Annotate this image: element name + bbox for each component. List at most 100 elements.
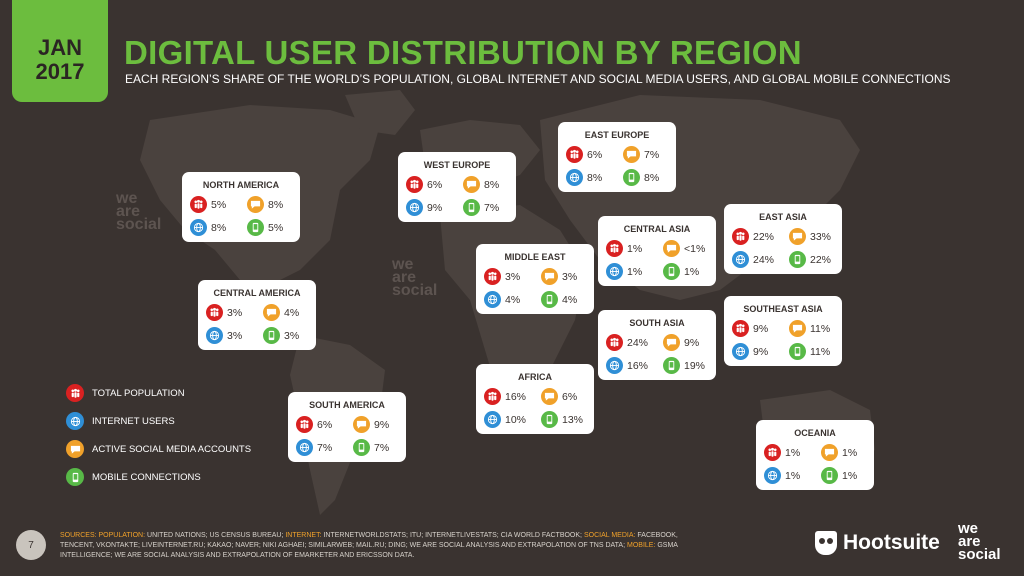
legend-item-internet: INTERNET USERS (66, 412, 251, 430)
logo-line: are (958, 533, 981, 550)
phone-icon (663, 263, 680, 280)
stat-row: 10% 13% (484, 411, 586, 428)
stat-value: 3% (505, 270, 521, 283)
legend-label: ACTIVE SOCIAL MEDIA ACCOUNTS (92, 443, 252, 455)
stat-value: 1% (785, 446, 801, 459)
stat-value: 8% (587, 171, 603, 184)
stat-value: 7% (484, 201, 500, 214)
speech-bubble-icon (66, 440, 84, 458)
stat-internet: 10% (484, 411, 529, 428)
stat-row: 16% 19% (606, 357, 708, 374)
stat-value: 1% (842, 469, 858, 482)
stat-row: 9% 11% (732, 320, 834, 337)
internet-source-text: INTERNETWORLDSTATS; ITU; INTERNETLIVESTA… (323, 532, 582, 539)
legend-item-social: ACTIVE SOCIAL MEDIA ACCOUNTS (66, 440, 251, 458)
stat-population: 6% (296, 416, 341, 433)
greenland-landmass (345, 90, 415, 135)
stat-mobile: 19% (663, 357, 708, 374)
phone-icon (789, 251, 806, 268)
stat-value: 16% (505, 390, 527, 403)
stat-value: 4% (562, 293, 578, 306)
stat-mobile: 22% (789, 251, 834, 268)
speech-bubble-icon (663, 334, 680, 351)
region-name: SOUTHEAST ASIA (743, 304, 823, 314)
people-icon (566, 146, 583, 163)
stat-row: 5% 8% (190, 196, 292, 213)
stat-internet: 24% (732, 251, 777, 268)
people-icon (764, 444, 781, 461)
region-box-central-america: CENTRAL AMERICA 3% 4% 3% 3% (198, 280, 316, 350)
internet-source-label: INTERNET: (285, 532, 322, 539)
stat-value: 11% (810, 322, 831, 335)
population-source-label: POPULATION: (98, 532, 146, 539)
globe-icon (732, 343, 749, 360)
stat-mobile: 8% (623, 169, 668, 186)
stat-social: 9% (353, 416, 398, 433)
mobile-source-text: GSMA INTELLIGENCE; WE ARE SOCIAL ANALYSI… (60, 542, 678, 559)
stat-value: <1% (684, 242, 706, 255)
stat-population: 1% (606, 240, 651, 257)
stat-value: 33% (810, 230, 832, 243)
stat-value: 1% (627, 242, 643, 255)
stat-value: 22% (753, 230, 775, 243)
stat-value: 6% (317, 418, 333, 431)
globe-icon (732, 251, 749, 268)
page-subtitle: EACH REGION’S SHARE OF THE WORLD’S POPUL… (125, 72, 951, 86)
stat-value: 24% (753, 253, 775, 266)
stat-internet: 9% (406, 199, 451, 216)
people-icon (296, 416, 313, 433)
speech-bubble-icon (789, 320, 806, 337)
stat-social: 33% (789, 228, 834, 245)
stat-value: 16% (627, 359, 649, 372)
stat-mobile: 13% (541, 411, 586, 428)
stat-value: 8% (644, 171, 660, 184)
logo-line: social (958, 546, 1001, 563)
stat-social: <1% (663, 240, 708, 257)
phone-icon (463, 199, 480, 216)
legend: TOTAL POPULATION INTERNET USERS ACTIVE S… (66, 384, 251, 496)
globe-icon (66, 412, 84, 430)
stat-mobile: 11% (789, 343, 834, 360)
stat-row: 6% 8% (406, 176, 508, 193)
phone-icon (353, 439, 370, 456)
stat-value: 19% (684, 359, 706, 372)
stat-population: 16% (484, 388, 529, 405)
region-name: WEST EUROPE (423, 160, 491, 170)
stat-internet: 7% (296, 439, 341, 456)
region-name: EAST ASIA (759, 212, 807, 222)
stat-row: 3% 3% (206, 327, 308, 344)
social-source-label: SOCIAL MEDIA: (583, 532, 636, 539)
stat-mobile: 4% (541, 291, 586, 308)
stat-value: 22% (810, 253, 832, 266)
stat-value: 5% (211, 198, 227, 211)
stat-value: 1% (842, 446, 858, 459)
hootsuite-wordmark: Hootsuite (843, 531, 940, 554)
people-icon (732, 228, 749, 245)
stat-row: 6% 7% (566, 146, 668, 163)
region-box-east-asia: EAST ASIA 22% 33% 24% 22% (724, 204, 842, 274)
stat-internet: 8% (566, 169, 611, 186)
watermark-line: are (392, 269, 417, 286)
stat-row: 24% 9% (606, 334, 708, 351)
hootsuite-logo: Hootsuite (815, 531, 940, 555)
watermark-line: social (392, 282, 438, 299)
region-box-north-america: NORTH AMERICA 5% 8% 8% 5% (182, 172, 300, 242)
stat-value: 9% (684, 336, 700, 349)
speech-bubble-icon (247, 196, 264, 213)
stat-population: 5% (190, 196, 235, 213)
stat-population: 1% (764, 444, 809, 461)
stat-row: 9% 7% (406, 199, 508, 216)
people-icon (66, 384, 84, 402)
stat-mobile: 1% (663, 263, 708, 280)
phone-icon (821, 467, 838, 484)
people-icon (406, 176, 423, 193)
logo-line: we (958, 520, 979, 537)
region-box-africa: AFRICA 16% 6% 10% 13% (476, 364, 594, 434)
mobile-source-label: MOBILE: (627, 542, 656, 549)
stat-value: 4% (505, 293, 521, 306)
stat-internet: 3% (206, 327, 251, 344)
stat-value: 3% (284, 329, 300, 342)
stat-row: 3% 3% (484, 268, 586, 285)
region-box-middle-east: MIDDLE EAST 3% 3% 4% 4% (476, 244, 594, 314)
owl-icon (815, 531, 837, 555)
